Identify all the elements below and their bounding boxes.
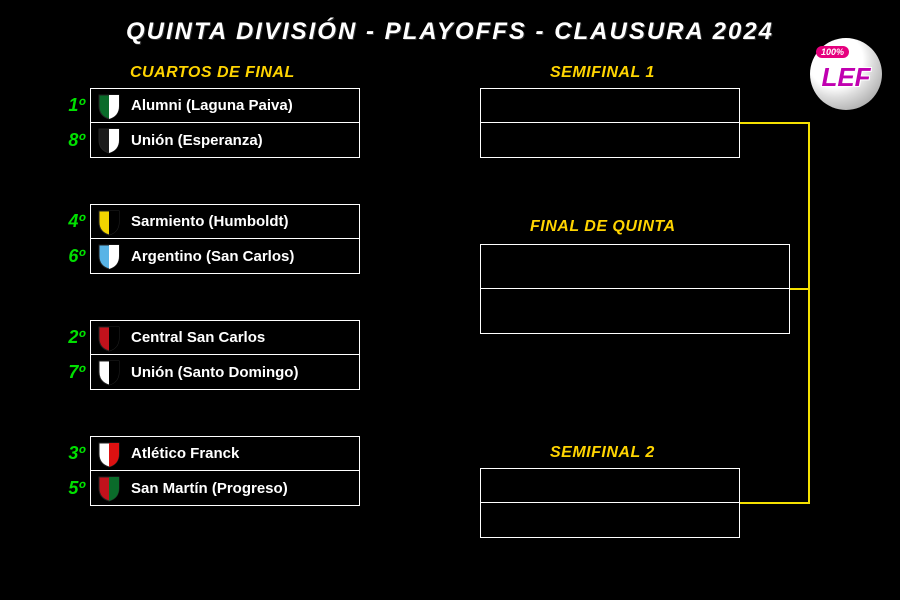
bracket-stage: CUARTOS DE FINAL SEMIFINAL 1 SEMIFINAL 2… [0, 56, 900, 596]
sf1-bottom [481, 123, 739, 157]
seed-label: 5º [57, 478, 85, 499]
team-name: Central San Carlos [131, 329, 265, 346]
seed-label: 4º [57, 211, 85, 232]
sf2-top [481, 469, 739, 503]
sf1-top [481, 89, 739, 123]
qf-match-1: 1º Alumni (Laguna Paiva) 8º Unión (Esper… [90, 88, 360, 158]
seed-label: 6º [57, 246, 85, 267]
qf3-bottom: 7º Unión (Santo Domingo) [91, 355, 359, 389]
final-bottom [481, 289, 789, 333]
qf1-top: 1º Alumni (Laguna Paiva) [91, 89, 359, 123]
label-semifinal-2: SEMIFINAL 2 [550, 444, 655, 462]
team-crest-icon [95, 208, 123, 236]
team-name: San Martín (Progreso) [131, 480, 288, 497]
team-crest-icon [95, 92, 123, 120]
seed-label: 8º [57, 130, 85, 151]
sf2-bottom [481, 503, 739, 537]
final-top [481, 245, 789, 289]
page-title: QUINTA DIVISIÓN - PLAYOFFS - CLAUSURA 20… [0, 0, 900, 46]
team-crest-icon [95, 126, 123, 154]
qf-match-2: 4º Sarmiento (Humboldt) 6º Argentino (Sa… [90, 204, 360, 274]
qf2-top: 4º Sarmiento (Humboldt) [91, 205, 359, 239]
connector-line [740, 122, 810, 124]
seed-label: 2º [57, 327, 85, 348]
team-crest-icon [95, 242, 123, 270]
qf4-bottom: 5º San Martín (Progreso) [91, 471, 359, 505]
qf2-bottom: 6º Argentino (San Carlos) [91, 239, 359, 273]
team-crest-icon [95, 324, 123, 352]
connector-line [808, 122, 810, 504]
team-name: Argentino (San Carlos) [131, 248, 294, 265]
qf3-top: 2º Central San Carlos [91, 321, 359, 355]
qf4-top: 3º Atlético Franck [91, 437, 359, 471]
connector-line [790, 288, 810, 290]
connector-line [740, 502, 810, 504]
team-crest-icon [95, 440, 123, 468]
seed-label: 7º [57, 362, 85, 383]
team-name: Sarmiento (Humboldt) [131, 213, 289, 230]
label-final: FINAL DE QUINTA [530, 218, 676, 236]
qf-match-3: 2º Central San Carlos 7º Unión (Santo Do… [90, 320, 360, 390]
team-crest-icon [95, 474, 123, 502]
label-semifinal-1: SEMIFINAL 1 [550, 64, 655, 82]
team-name: Atlético Franck [131, 445, 239, 462]
team-name: Unión (Santo Domingo) [131, 364, 298, 381]
sf-match-1 [480, 88, 740, 158]
team-name: Alumni (Laguna Paiva) [131, 97, 293, 114]
seed-label: 1º [57, 95, 85, 116]
sf-match-2 [480, 468, 740, 538]
qf1-bottom: 8º Unión (Esperanza) [91, 123, 359, 157]
final-match [480, 244, 790, 334]
seed-label: 3º [57, 443, 85, 464]
team-name: Unión (Esperanza) [131, 132, 263, 149]
team-crest-icon [95, 358, 123, 386]
label-quarterfinals: CUARTOS DE FINAL [130, 64, 295, 82]
qf-match-4: 3º Atlético Franck 5º San Martín (Progre… [90, 436, 360, 506]
